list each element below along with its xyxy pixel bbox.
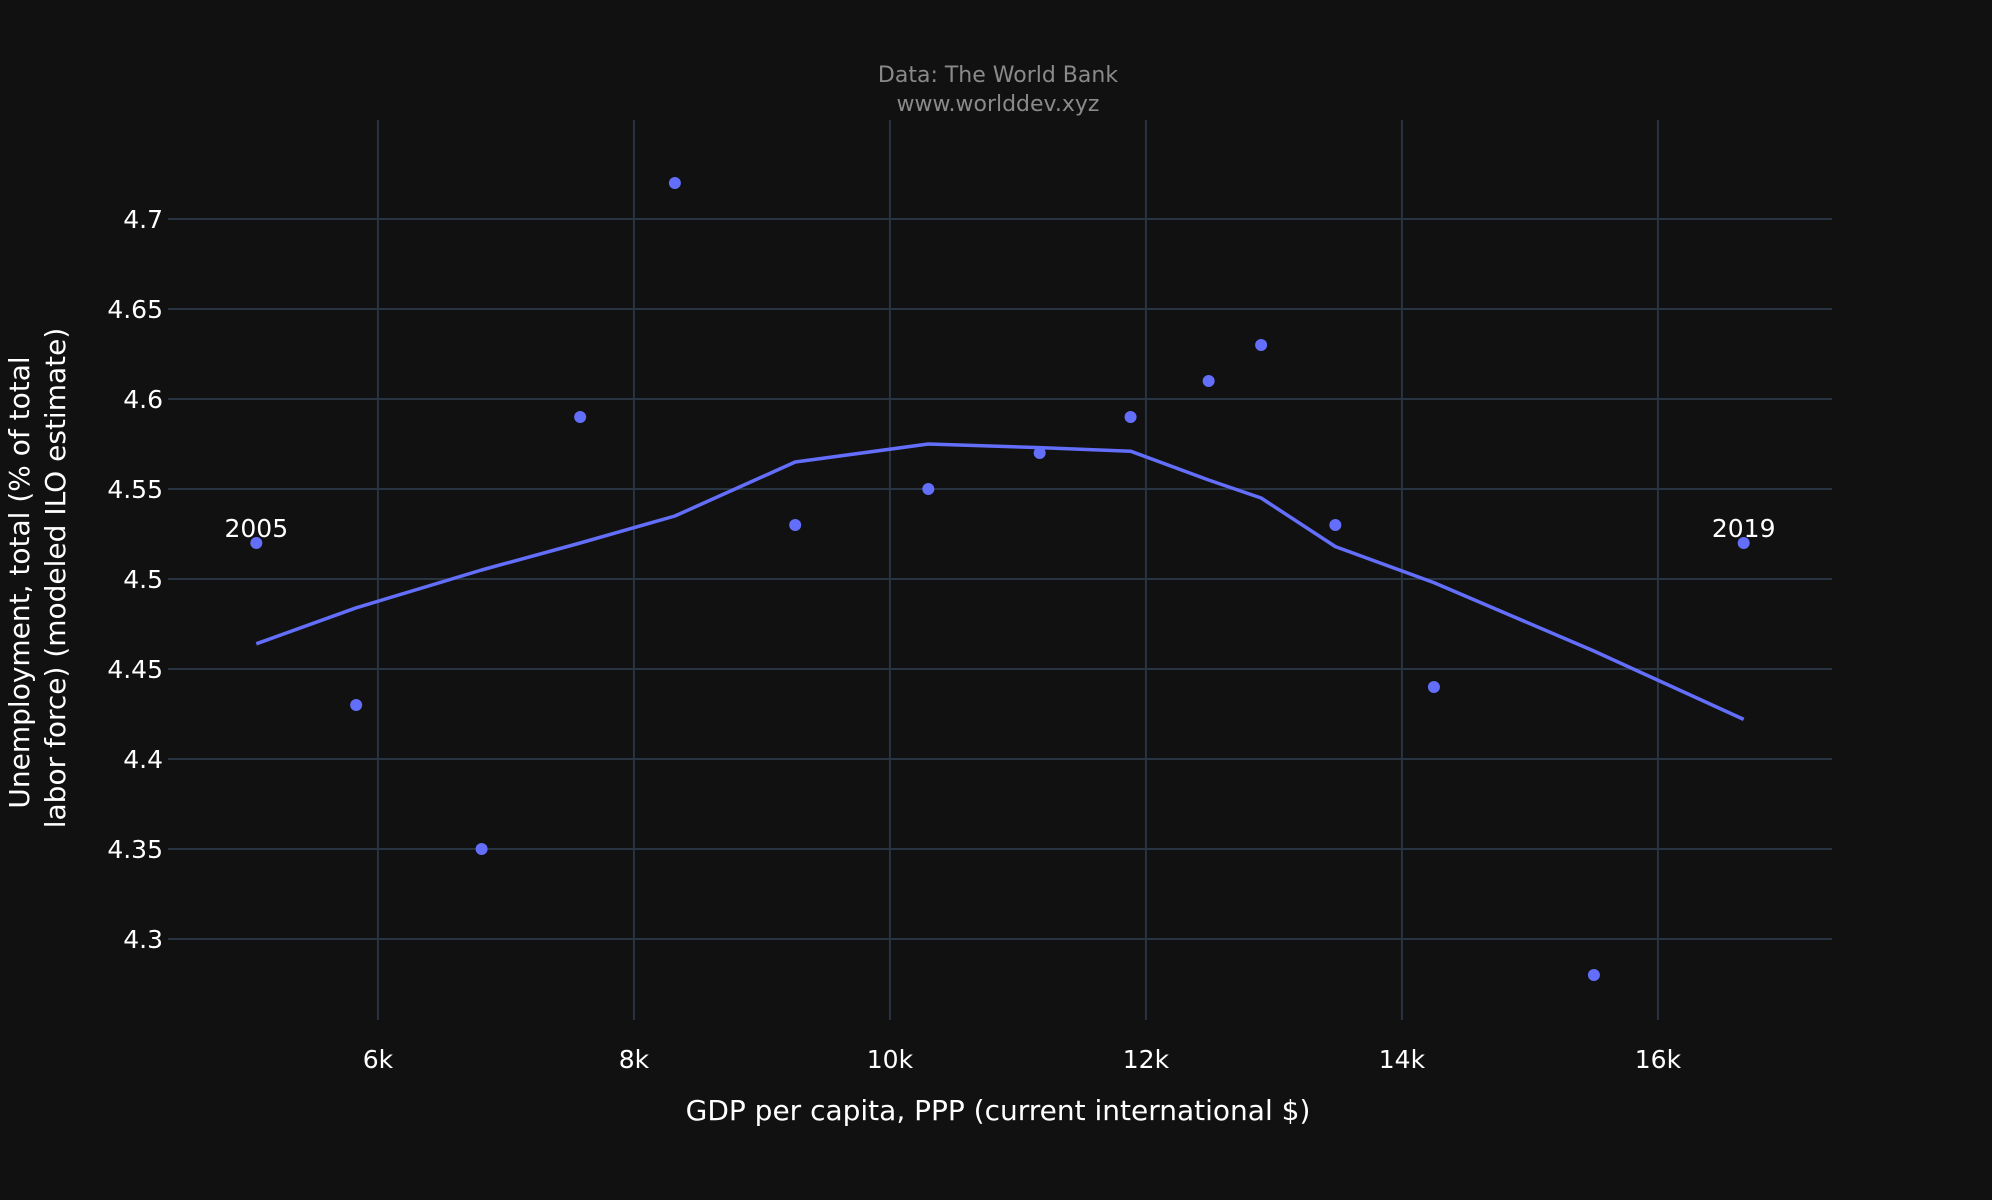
y-axis-title-line-1: Unemployment, total (% of total	[3, 356, 36, 808]
data-point[interactable]	[1427, 681, 1440, 693]
points-layer	[250, 177, 1750, 981]
y-tick-label: 4.5	[123, 565, 163, 594]
data-point[interactable]	[1202, 375, 1215, 387]
y-tick-labels: 4.3 4.35 4.4 4.45 4.5 4.55 4.6 4.65 4.7	[107, 205, 163, 954]
x-axis-title: GDP per capita, PPP (current internation…	[686, 1094, 1311, 1127]
x-tick-labels: 6k 8k 10k 12k 14k 16k	[363, 1045, 1682, 1074]
data-point[interactable]	[1329, 519, 1342, 531]
chart-title: Data: The World Bank	[878, 63, 1118, 88]
x-tick-label: 10k	[867, 1045, 914, 1074]
data-point[interactable]	[789, 519, 802, 531]
x-tick-label: 8k	[619, 1045, 650, 1074]
y-axis-title-line-2: labor force) (modeled ILO estimate)	[39, 328, 72, 829]
data-point[interactable]	[1255, 339, 1268, 351]
data-point[interactable]	[1587, 969, 1600, 981]
year-annotation: 2019	[1712, 514, 1776, 543]
y-axis-title: Unemployment, total (% of total labor fo…	[3, 328, 72, 829]
data-point[interactable]	[574, 411, 587, 423]
year-annotation: 2005	[225, 514, 289, 543]
data-point[interactable]	[475, 843, 488, 855]
chart-subtitle: www.worlddev.xyz	[897, 92, 1100, 117]
y-tick-label: 4.6	[123, 385, 163, 414]
grid-layer	[168, 120, 1832, 1020]
data-point[interactable]	[350, 699, 363, 711]
y-tick-label: 4.3	[123, 925, 163, 954]
x-tick-label: 16k	[1635, 1045, 1682, 1074]
data-point[interactable]	[668, 177, 681, 189]
data-point[interactable]	[1033, 447, 1046, 459]
y-tick-label: 4.35	[107, 835, 163, 864]
data-point[interactable]	[1124, 411, 1137, 423]
y-tick-label: 4.4	[123, 745, 163, 774]
x-tick-label: 12k	[1123, 1045, 1170, 1074]
annotation-layer: 2005 2019	[225, 514, 1776, 543]
data-point[interactable]	[1737, 537, 1750, 549]
x-tick-label: 6k	[363, 1045, 394, 1074]
data-point[interactable]	[922, 483, 935, 495]
x-tick-label: 14k	[1379, 1045, 1426, 1074]
y-tick-label: 4.7	[123, 205, 163, 234]
y-tick-label: 4.55	[107, 475, 163, 504]
y-tick-label: 4.65	[107, 295, 163, 324]
y-tick-label: 4.45	[107, 655, 163, 684]
data-point[interactable]	[250, 537, 263, 549]
